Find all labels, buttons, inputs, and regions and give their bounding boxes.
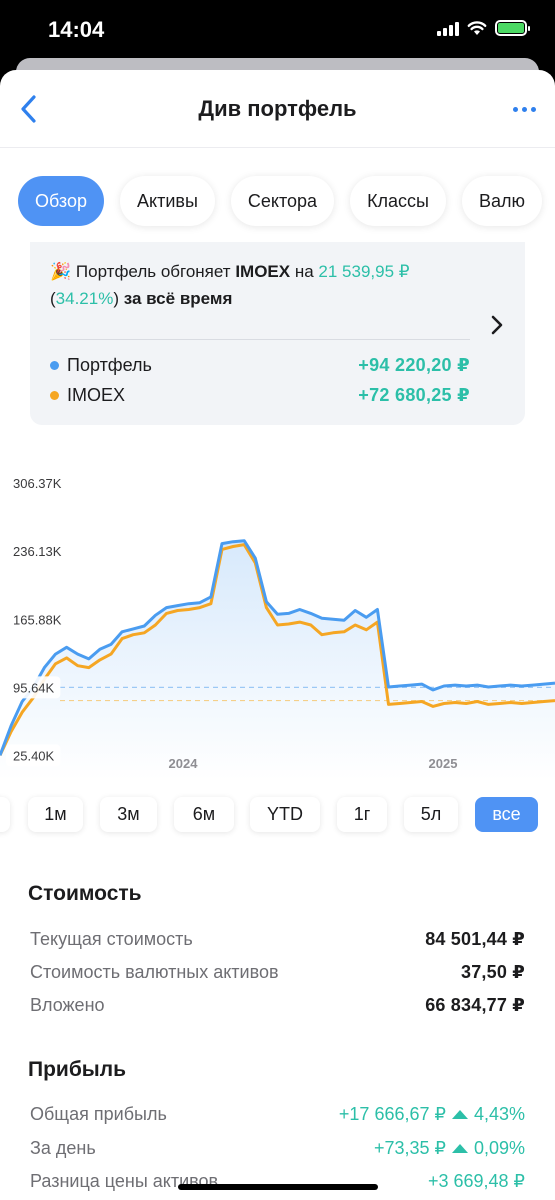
wifi-icon: [467, 21, 487, 35]
more-dot-icon: [521, 106, 527, 112]
performance-chart[interactable]: 306.37K 236.13K 165.88K 95.64K 25.40K 2024 202…: [0, 450, 555, 780]
profit-row: За день +73,35 ₽ 0,09%: [30, 1133, 525, 1163]
party-icon: 🎉: [50, 262, 72, 281]
profit-percent: 0,09%: [473, 1137, 525, 1158]
profit-amount: +73,35 ₽: [373, 1137, 446, 1158]
imoex-dot-icon: [50, 390, 59, 400]
battery-icon: [495, 20, 530, 36]
y-tick-label: 165.88K: [6, 608, 68, 631]
legend-label: IMOEX: [67, 384, 126, 405]
legend-row-imoex: IMOEX +72 680,25 ₽: [50, 382, 470, 408]
back-button[interactable]: [14, 92, 44, 126]
row-value: 66 834,77 ₽: [425, 994, 525, 1015]
row-value: 37,50 ₽: [461, 961, 525, 982]
comparison-period: за всё время: [123, 289, 233, 308]
y-tick-label: 25.40K: [6, 744, 61, 767]
profit-row: Общая прибыль +17 666,67 ₽ 4,43%: [30, 1099, 525, 1129]
home-indicator: [178, 1184, 378, 1190]
tab-assets[interactable]: Активы: [120, 176, 215, 226]
range-3m[interactable]: 3м: [100, 797, 157, 832]
profit-section-title: Прибыль: [28, 1058, 126, 1081]
range-ytd[interactable]: YTD: [250, 797, 320, 832]
row-label: Стоимость валютных активов: [30, 961, 279, 982]
tab-overview[interactable]: Обзор: [18, 176, 104, 226]
arrow-up-icon: [451, 1109, 468, 1119]
legend-value: +94 220,20 ₽: [358, 354, 470, 375]
row-value: +17 666,67 ₽ 4,43%: [339, 1104, 525, 1125]
tab-sectors[interactable]: Сектора: [230, 176, 335, 226]
more-button[interactable]: [509, 96, 539, 122]
range-1y[interactable]: 1г: [337, 797, 387, 832]
svg-text:236.13K: 236.13K: [13, 544, 62, 559]
range-1m[interactable]: 1м: [28, 797, 83, 832]
portfolio-area: [0, 540, 555, 780]
value-row: Текущая стоимость 84 501,44 ₽: [30, 924, 525, 954]
portfolio-sheet: Див портфель Обзор Активы Сектора Классы…: [0, 70, 555, 1200]
more-dot-icon: [512, 106, 518, 112]
benchmark-comparison-card[interactable]: 🎉 Портфель обгоняет IMOEX на 21 539,95 ₽…: [30, 242, 525, 425]
tab-bar: Обзор Активы Сектора Классы Валю: [18, 176, 543, 226]
row-label: За день: [30, 1137, 96, 1158]
page-title: Див портфель: [198, 96, 357, 121]
status-time: 14:04: [48, 17, 105, 42]
range-all[interactable]: все: [475, 797, 538, 832]
status-icons: [437, 20, 530, 36]
tab-classes[interactable]: Классы: [350, 176, 446, 226]
more-dot-icon: [530, 106, 536, 112]
tab-currencies[interactable]: Валю: [462, 176, 543, 226]
profit-row: Разница цены активов +3 669,48 ₽: [30, 1166, 525, 1196]
arrow-up-icon: [451, 1143, 468, 1153]
portfolio-series-line: [0, 539, 555, 756]
nav-bar: Див портфель: [0, 70, 555, 148]
benchmark-name: IMOEX: [235, 262, 291, 281]
x-tick-label: 2024: [169, 756, 199, 771]
profit-percent: 4,43%: [473, 1103, 525, 1124]
svg-text:95.64K: 95.64K: [13, 680, 55, 695]
row-label: Общая прибыль: [30, 1103, 167, 1124]
legend-row-portfolio: Портфель +94 220,20 ₽: [50, 352, 470, 378]
chevron-left-icon: [21, 95, 36, 123]
range-6m[interactable]: 6м: [174, 797, 234, 832]
value-section-title: Стоимость: [28, 882, 142, 905]
chart-svg: 306.37K 236.13K 165.88K 95.64K 25.40K 2024 202…: [0, 472, 555, 780]
value-row: Стоимость валютных активов 37,50 ₽: [30, 957, 525, 987]
chevron-right-icon: [491, 315, 503, 335]
range-partial[interactable]: [0, 797, 10, 832]
y-tick-label: 306.37K: [6, 472, 68, 495]
svg-text:165.88K: 165.88K: [13, 612, 62, 627]
x-tick-label: 2025: [429, 756, 458, 771]
divider: [50, 339, 470, 340]
row-label: Вложено: [30, 994, 105, 1015]
legend-label: Портфель: [67, 354, 152, 375]
cellular-signal-icon: [437, 20, 459, 36]
portfolio-dot-icon: [50, 360, 59, 370]
paren-close: ): [113, 289, 120, 308]
paren-open: (: [50, 289, 56, 308]
diff-percent: 34.21%: [55, 289, 114, 308]
row-label: Текущая стоимость: [30, 928, 193, 949]
comparison-mid: на: [294, 262, 314, 281]
range-5y[interactable]: 5л: [404, 797, 458, 832]
profit-amount: +17 666,67 ₽: [338, 1103, 446, 1124]
row-label: Разница цены активов: [30, 1170, 219, 1191]
svg-text:25.40K: 25.40K: [13, 748, 55, 763]
period-selector: 1м 3м 6м YTD 1г 5л все: [0, 797, 555, 833]
imoex-series-line: [0, 543, 555, 757]
profit-amount: +3 669,48 ₽: [427, 1170, 525, 1191]
diff-amount: 21 539,95 ₽: [318, 262, 410, 281]
comparison-text: 🎉 Портфель обгоняет IMOEX на 21 539,95 ₽…: [50, 258, 470, 312]
value-row: Вложено 66 834,77 ₽: [30, 990, 525, 1020]
svg-text:306.37K: 306.37K: [13, 476, 62, 491]
y-tick-label: 236.13K: [6, 540, 68, 563]
row-value: +73,35 ₽ 0,09%: [374, 1138, 525, 1159]
legend-value: +72 680,25 ₽: [358, 384, 470, 405]
y-tick-label: 95.64K: [6, 676, 61, 699]
row-value: 84 501,44 ₽: [425, 928, 525, 949]
status-bar: 14:04: [0, 0, 555, 60]
row-value: +3 669,48 ₽: [428, 1171, 525, 1192]
comparison-prefix: Портфель обгоняет: [75, 262, 231, 281]
